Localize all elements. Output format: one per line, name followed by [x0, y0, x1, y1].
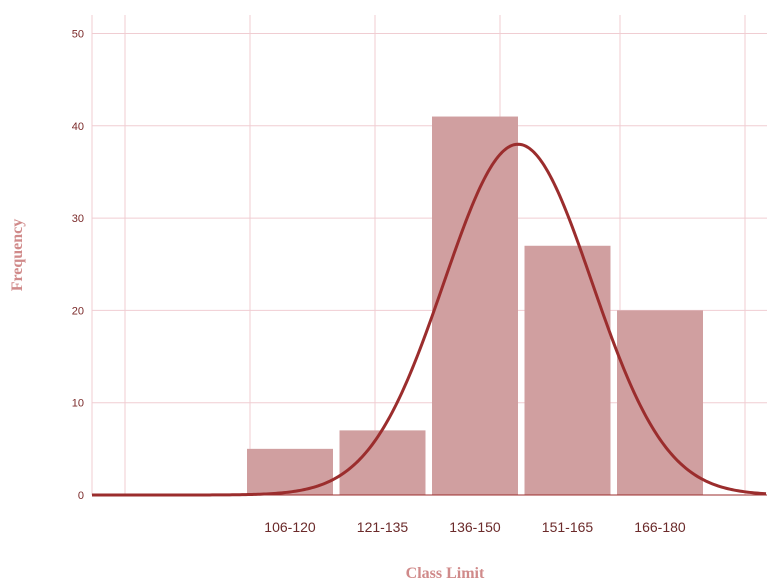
x-tick-166-180: 166-180	[634, 519, 686, 535]
bar-166-180	[617, 310, 703, 495]
grid	[91, 15, 767, 496]
y-tick-0: 0	[78, 490, 84, 502]
bar-121-135	[339, 430, 426, 495]
y-axis-title: Frequency	[9, 219, 26, 292]
y-tick-10: 10	[72, 398, 84, 410]
y-tick-50: 50	[72, 28, 84, 40]
bar-136-150	[432, 116, 518, 496]
x-tick-106-120: 106-120	[264, 519, 316, 535]
y-tick-labels: 0 10 20 30 40 50	[72, 28, 84, 502]
y-tick-20: 20	[72, 305, 84, 317]
bar-106-120	[247, 448, 333, 495]
y-tick-30: 30	[72, 213, 84, 225]
bar-151-165	[524, 245, 611, 495]
x-tick-136-150: 136-150	[449, 519, 501, 535]
x-tick-151-165: 151-165	[542, 519, 594, 535]
x-tick-121-135: 121-135	[357, 519, 409, 535]
bars	[247, 116, 703, 496]
y-tick-40: 40	[72, 121, 84, 133]
x-category-labels: 106-120 121-135 136-150 151-165 166-180	[264, 519, 686, 535]
x-axis-title: Class Limit	[406, 565, 485, 582]
